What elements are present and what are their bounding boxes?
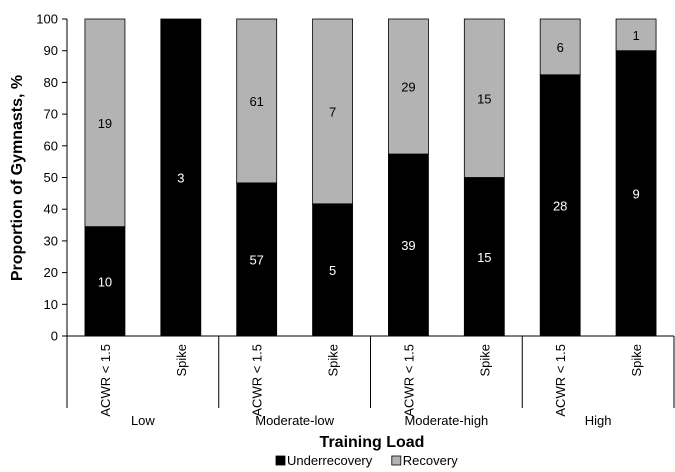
bar-segment-recovery — [84, 18, 126, 228]
data-label: 10 — [98, 274, 112, 289]
group-label: High — [585, 413, 612, 428]
y-tick-label: 70 — [44, 107, 58, 122]
data-label: 28 — [553, 198, 567, 213]
legend-swatch-recovery — [391, 455, 402, 466]
data-label: 3 — [177, 171, 184, 186]
x-axis: ACWR < 1.5 Spike ACWR < 1.5 Spike ACWR < 1.5… — [66, 335, 675, 428]
data-label: 7 — [329, 104, 336, 119]
group-label: Moderate-low — [255, 413, 334, 428]
category-label: Spike — [629, 344, 644, 377]
data-label: 57 — [249, 252, 263, 267]
y-tick-label: 90 — [44, 43, 58, 58]
data-label: 29 — [401, 80, 415, 95]
y-tick-label: 100 — [36, 12, 58, 27]
y-tick-label: 50 — [44, 170, 58, 185]
legend-label-recovery: Recovery — [403, 453, 458, 468]
data-label: 19 — [98, 116, 112, 131]
category-label: ACWR < 1.5 — [553, 344, 568, 417]
category-label: Spike — [477, 344, 492, 377]
bar-segment-underrecovery — [84, 226, 126, 337]
bar-segment-recovery — [236, 18, 278, 184]
bar-segment-underrecovery — [160, 18, 202, 337]
bar-segment-underrecovery — [615, 50, 657, 337]
bar-segment-recovery — [312, 18, 353, 205]
y-axis: 0 10 20 30 40 50 60 70 80 90 100 — [36, 12, 68, 344]
category-label: ACWR < 1.5 — [250, 344, 265, 417]
y-tick-label: 30 — [44, 233, 58, 248]
y-tick-label: 10 — [44, 297, 58, 312]
y-tick-label: 20 — [44, 265, 58, 280]
group-label: Moderate-high — [404, 413, 488, 428]
y-axis-title: Proportion of Gymnasts, % — [9, 75, 26, 281]
category-label: Spike — [174, 344, 189, 377]
y-tick-label: 60 — [44, 138, 58, 153]
data-label: 15 — [477, 250, 491, 265]
bar-segment-recovery — [388, 18, 429, 155]
y-tick-label: 0 — [51, 329, 58, 344]
bar-segment-underrecovery — [463, 177, 505, 337]
bar-segment-recovery — [539, 18, 581, 76]
data-label: 1 — [632, 28, 639, 43]
y-tick-label: 40 — [44, 202, 58, 217]
data-label: 5 — [329, 263, 336, 278]
y-tick-label: 80 — [44, 75, 58, 90]
category-label: ACWR < 1.5 — [98, 344, 113, 417]
bar-segment-recovery — [615, 18, 657, 52]
data-label: 9 — [632, 186, 639, 201]
category-label: Spike — [326, 344, 341, 377]
bar-segment-underrecovery — [539, 74, 581, 337]
data-label: 61 — [249, 94, 263, 109]
data-label: 6 — [557, 40, 564, 55]
bar-segment-recovery — [463, 18, 505, 178]
legend-swatch-underrecovery — [275, 455, 286, 466]
group-label: Low — [131, 413, 155, 428]
data-label: 39 — [401, 238, 415, 253]
x-axis-title: Training Load — [320, 434, 425, 451]
category-label: ACWR < 1.5 — [401, 344, 416, 417]
legend-label-underrecovery: Underrecovery — [287, 453, 373, 468]
legend: Underrecovery Recovery — [275, 453, 458, 468]
data-label: 15 — [477, 91, 491, 106]
bar-segment-underrecovery — [388, 153, 429, 337]
